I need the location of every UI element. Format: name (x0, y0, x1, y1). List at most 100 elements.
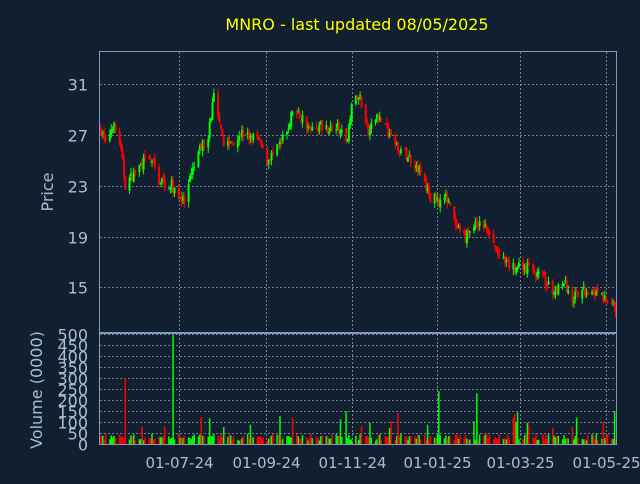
volume-bar (564, 439, 567, 444)
candle-body (259, 139, 262, 141)
volume-bar (533, 438, 536, 444)
candle-body (226, 141, 229, 146)
volume-bar (280, 440, 283, 444)
candle-body (210, 118, 213, 122)
candle-body (239, 135, 242, 137)
candle-body (523, 264, 526, 271)
candle-body (295, 113, 298, 115)
date-tick-label: 01-07-24 (145, 454, 213, 472)
candle-body (453, 206, 456, 219)
candle-body (170, 179, 173, 189)
volume-bar (110, 435, 112, 444)
candle-body (262, 146, 265, 148)
candle-body (124, 176, 127, 190)
candle-body (465, 230, 468, 244)
candle-body (375, 114, 378, 120)
volume-tick-label: 50 (68, 425, 88, 444)
volume-bar (581, 439, 584, 444)
candle-body (266, 148, 269, 165)
candle-body (564, 280, 567, 283)
volume-bar (325, 435, 328, 444)
candle-body (297, 111, 300, 113)
volume-bar (528, 425, 530, 444)
volume-bar (279, 416, 281, 444)
volume-bar (459, 434, 461, 444)
candle-body (613, 302, 616, 308)
candle-body (475, 219, 478, 227)
price-axis-ticks: 15 19 23 27 31 (68, 76, 88, 298)
price-tick-label: 15 (68, 279, 88, 298)
volume-bar (203, 436, 205, 444)
candle-body (246, 132, 249, 135)
candle-body (278, 141, 281, 145)
volume-bar (594, 439, 596, 444)
volume-bar (536, 439, 539, 444)
candle-body (101, 132, 104, 135)
volume-bar (488, 434, 491, 444)
volume-bar (380, 440, 382, 444)
candle-body (405, 148, 408, 160)
volume-bar (474, 440, 477, 444)
volume-bar (464, 434, 467, 444)
volume-bar (318, 440, 321, 444)
candle-body (173, 188, 176, 194)
volume-bar (335, 434, 337, 444)
volume-bar (317, 438, 319, 444)
candle-body (329, 125, 332, 131)
candle-body (212, 93, 215, 102)
volume-bar (466, 438, 468, 444)
volume-bar (218, 439, 221, 444)
volume-bar (221, 437, 224, 444)
volume-bar (487, 437, 489, 444)
candle-body (104, 137, 107, 141)
candle-body (307, 126, 310, 128)
volume-bar (182, 438, 184, 444)
volume-tick-label: 450 (57, 337, 88, 356)
volume-bar (453, 440, 456, 444)
volume-bar (367, 437, 370, 444)
price-grid (100, 52, 616, 332)
volume-bar (291, 417, 294, 444)
candle-body (191, 167, 194, 175)
candle-body (367, 124, 370, 137)
volume-bar (613, 411, 616, 444)
candle-body (572, 301, 575, 304)
volume-bar (469, 439, 471, 444)
candle-body (517, 262, 520, 267)
candle-body (498, 254, 501, 256)
volume-bar (592, 435, 595, 444)
candle-body (562, 283, 565, 286)
volume-bar (266, 439, 269, 444)
volume-bar (267, 438, 270, 444)
candle-body (231, 142, 234, 144)
candle-body (356, 96, 359, 101)
candle-body (464, 232, 467, 242)
candle-body (533, 270, 536, 273)
candle-body (435, 195, 438, 202)
candle-body (551, 280, 554, 295)
volume-bar (457, 438, 460, 444)
volume-bar (138, 439, 141, 444)
candle-body (152, 159, 155, 161)
volume-bar (114, 438, 117, 444)
volume-bar (189, 438, 191, 444)
volume-plot-frame (99, 333, 617, 445)
volume-bar (439, 435, 442, 444)
candle-body (513, 264, 516, 272)
candle-body (585, 292, 588, 296)
price-plot-frame (99, 51, 617, 333)
candle-body (395, 143, 398, 145)
candle-body (211, 102, 214, 120)
date-tick-label: 01-09-24 (232, 454, 300, 472)
volume-bar (321, 435, 323, 444)
volume-bar (339, 419, 342, 444)
candle-body (380, 118, 383, 122)
candle-body (118, 131, 121, 145)
candle-body (139, 163, 142, 165)
volume-bar (376, 439, 378, 444)
volume-bar (443, 438, 446, 444)
candle-body (131, 174, 134, 182)
volume-bar (163, 426, 166, 444)
volume-bar (173, 439, 176, 444)
